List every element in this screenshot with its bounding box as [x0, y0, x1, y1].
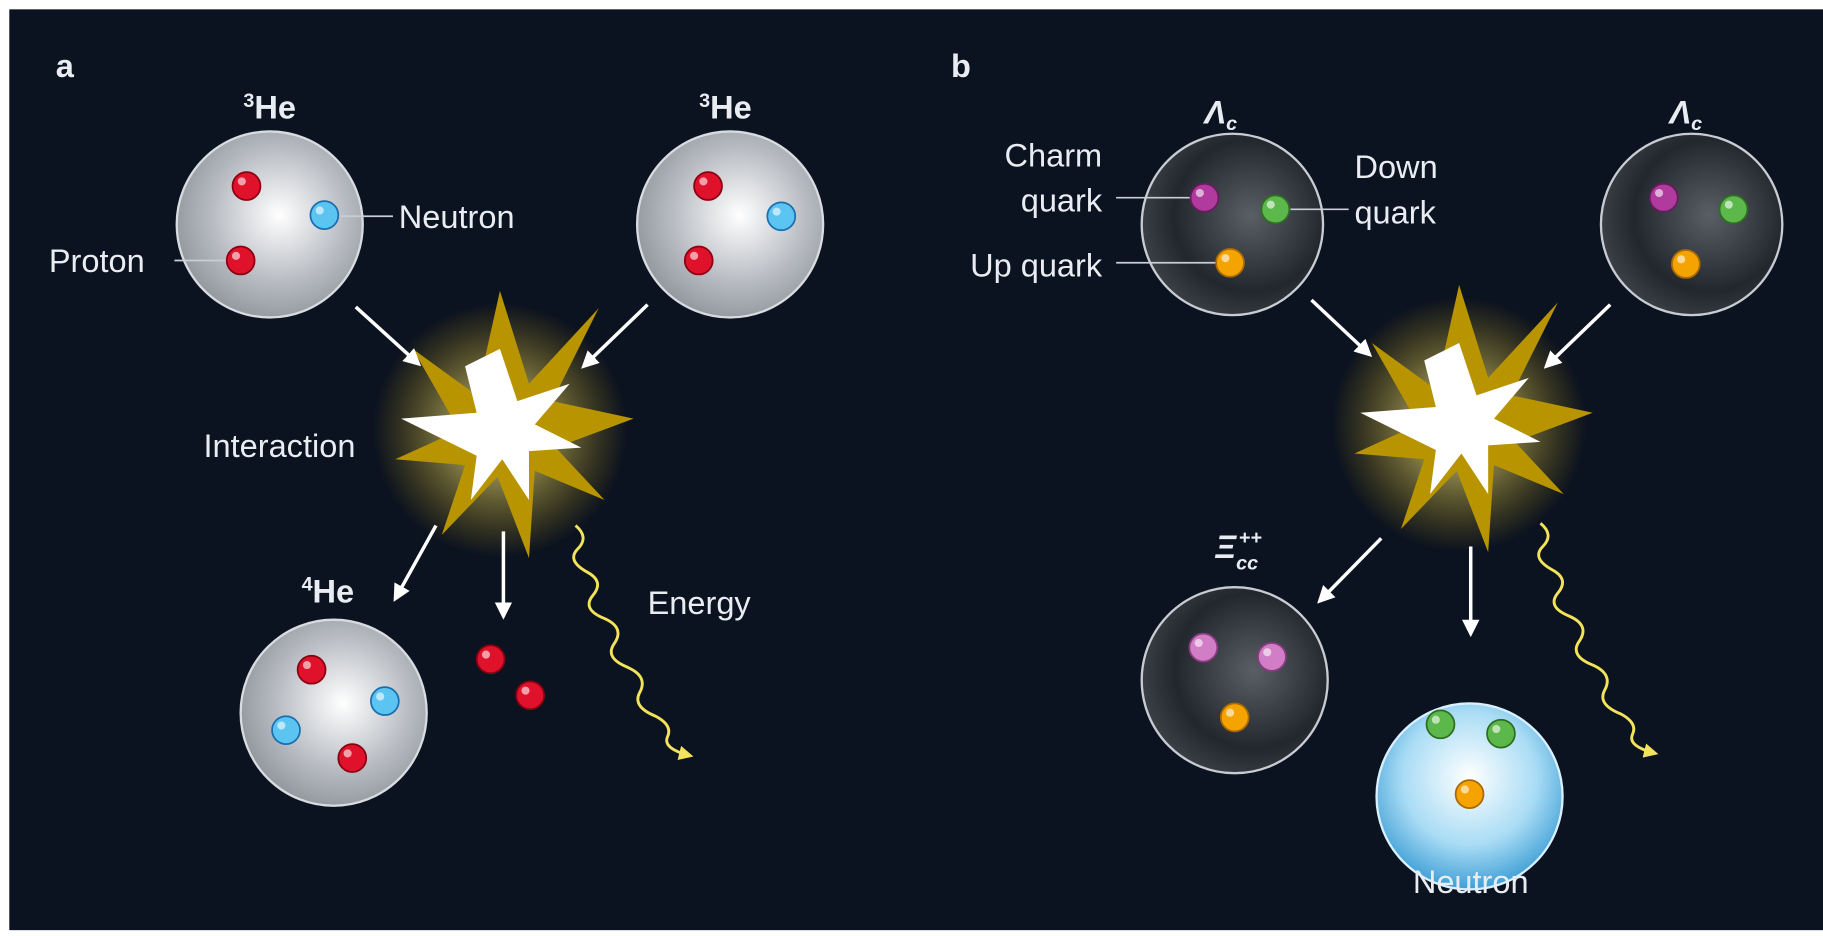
baryon	[1140, 586, 1329, 775]
particle	[1425, 709, 1456, 740]
burst-core	[401, 348, 582, 500]
particle	[1454, 779, 1485, 809]
nucleus	[175, 130, 364, 319]
nucleus-label: 3He	[243, 90, 296, 126]
symbol: Λ	[1667, 94, 1691, 130]
particle	[337, 743, 368, 773]
particle	[1219, 702, 1250, 733]
arrow	[581, 303, 649, 369]
energy-wave	[572, 524, 694, 760]
particle-highlight	[1677, 255, 1686, 264]
particle-highlight	[376, 692, 385, 701]
particle-highlight	[772, 207, 781, 216]
arrow	[354, 305, 422, 367]
symbol: Λ	[1202, 94, 1226, 130]
label: Charm	[1004, 137, 1102, 173]
particle	[1188, 632, 1219, 663]
label: quark	[1021, 183, 1103, 219]
particle-highlight	[481, 650, 491, 659]
symbol: Ξ	[1214, 529, 1237, 565]
particle	[271, 715, 301, 745]
baryon	[1599, 132, 1784, 317]
particle-highlight	[277, 721, 286, 730]
arrow	[393, 524, 438, 602]
label: Neutron	[1413, 864, 1529, 900]
particle-highlight	[1460, 785, 1469, 794]
particle	[515, 680, 545, 711]
particle	[309, 200, 340, 230]
baryon-label: Ξ ++ cc	[1214, 527, 1262, 575]
label: Neutron	[399, 199, 515, 235]
mass-number: 3	[699, 90, 710, 112]
particle	[1260, 194, 1291, 225]
baryon-label: Λc	[1202, 94, 1237, 135]
particle-highlight	[690, 251, 699, 260]
baryon-label: Λc	[1667, 94, 1702, 135]
particle	[1215, 247, 1245, 278]
mass-number: 3	[243, 90, 254, 112]
particle	[766, 201, 797, 232]
mass-number: 4	[302, 574, 313, 596]
label: Interaction	[203, 428, 355, 464]
nucleus	[239, 618, 428, 807]
particle-highlight	[1263, 648, 1272, 657]
particle-highlight	[1225, 708, 1235, 717]
particle-highlight	[237, 177, 246, 186]
particle	[475, 644, 506, 675]
superscript: ++	[1239, 527, 1263, 549]
energy-wave	[1537, 522, 1659, 758]
panel-letter: a	[56, 48, 75, 84]
particle-highlight	[1221, 254, 1230, 263]
particle-highlight	[302, 660, 312, 670]
nucleus-label: 3He	[699, 90, 752, 126]
particle	[683, 245, 714, 276]
subscript: cc	[1236, 553, 1258, 575]
particle-highlight	[315, 206, 324, 215]
particle-highlight	[1194, 638, 1203, 648]
symbol: He	[254, 90, 296, 126]
particle	[1648, 182, 1679, 213]
particle	[231, 171, 262, 201]
particle	[1486, 718, 1516, 749]
symbol: He	[313, 573, 355, 609]
particle-highlight	[1724, 200, 1733, 209]
baryon	[1140, 132, 1325, 317]
particle-highlight	[699, 177, 708, 186]
particle	[1257, 642, 1287, 672]
subscript: c	[1691, 113, 1702, 135]
arrow	[1317, 537, 1383, 604]
particle-highlight	[521, 686, 530, 695]
particle	[1189, 182, 1220, 213]
particle-highlight	[231, 251, 241, 260]
label: Energy	[648, 585, 752, 621]
particle-highlight	[1492, 724, 1501, 734]
label: Proton	[49, 243, 145, 279]
particle	[225, 245, 256, 276]
particle-highlight	[1431, 715, 1440, 724]
particle	[1670, 249, 1701, 279]
nucleus-label: 4He	[302, 573, 355, 609]
particles	[225, 171, 1749, 809]
particle	[1718, 194, 1749, 225]
subscript: c	[1226, 113, 1237, 135]
label: Up quark	[970, 248, 1103, 284]
particle-highlight	[1266, 200, 1275, 209]
particle	[693, 171, 723, 201]
particle-highlight	[1655, 188, 1664, 198]
arrow	[1543, 303, 1612, 369]
particle	[296, 654, 327, 685]
nucleus	[635, 130, 825, 319]
label: quark	[1354, 194, 1436, 230]
burst-core	[1360, 343, 1541, 495]
panel-letter: b	[951, 48, 971, 84]
particle-highlight	[1195, 188, 1204, 198]
symbol: He	[710, 90, 752, 126]
arrow	[1310, 298, 1373, 358]
particle	[370, 686, 400, 716]
particle-highlight	[343, 749, 352, 758]
label: Down	[1354, 149, 1437, 185]
